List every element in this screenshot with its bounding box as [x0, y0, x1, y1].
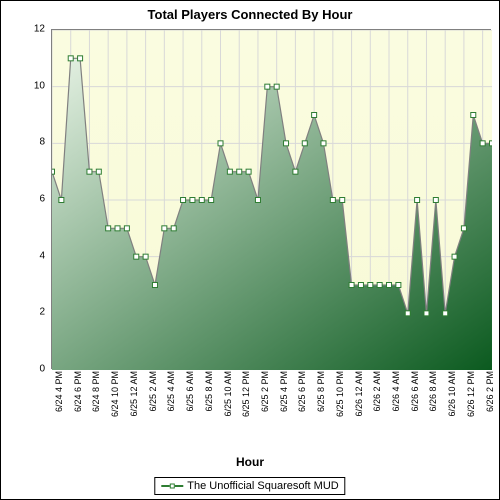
y-tick-label: 12 [34, 24, 45, 35]
legend-swatch-icon [161, 481, 183, 491]
x-tick-label: 6/26 6 AM [410, 371, 420, 412]
x-tick-label: 6/25 2 PM [260, 371, 270, 412]
x-tick-label: 6/25 10 PM [335, 371, 345, 417]
chart-container: Total Players Connected By Hour Players … [0, 0, 500, 500]
y-tick-label: 6 [39, 194, 45, 205]
x-tick-label: 6/25 2 AM [148, 371, 158, 412]
x-tick-label: 6/26 12 AM [354, 371, 364, 417]
x-tick-label: 6/25 4 PM [279, 371, 289, 412]
y-tick-label: 8 [39, 137, 45, 148]
x-tick-label: 6/26 4 AM [391, 371, 401, 412]
x-tick-label: 6/26 8 AM [428, 371, 438, 412]
y-tick-label: 2 [39, 307, 45, 318]
y-tick-label: 0 [39, 364, 45, 375]
x-axis-label: Hour [1, 455, 499, 469]
x-tick-label: 6/24 4 PM [54, 371, 64, 412]
x-tick-label: 6/25 8 PM [316, 371, 326, 412]
x-tick-label: 6/24 10 PM [110, 371, 120, 417]
x-tick-label: 6/25 8 AM [204, 371, 214, 412]
x-tick-label: 6/26 2 PM [485, 371, 495, 412]
x-tick-label: 6/26 10 AM [447, 371, 457, 417]
chart-title: Total Players Connected By Hour [1, 7, 499, 22]
y-tick-label: 10 [34, 80, 45, 91]
x-tick-label: 6/25 6 AM [185, 371, 195, 412]
x-tick-label: 6/25 4 AM [166, 371, 176, 412]
x-tick-label: 6/25 6 PM [297, 371, 307, 412]
x-tick-label: 6/25 12 PM [241, 371, 251, 417]
y-tick-label: 4 [39, 250, 45, 261]
x-tick-label: 6/24 8 PM [91, 371, 101, 412]
x-tick-label: 6/24 6 PM [73, 371, 83, 412]
legend: The Unofficial Squaresoft MUD [154, 477, 345, 495]
x-tick-label: 6/25 10 AM [223, 371, 233, 417]
plot-area [51, 29, 491, 369]
x-tick-label: 6/26 12 PM [466, 371, 476, 417]
x-tick-label: 6/25 12 AM [129, 371, 139, 417]
x-tick-label: 6/26 2 AM [372, 371, 382, 412]
legend-series-label: The Unofficial Squaresoft MUD [187, 480, 338, 492]
